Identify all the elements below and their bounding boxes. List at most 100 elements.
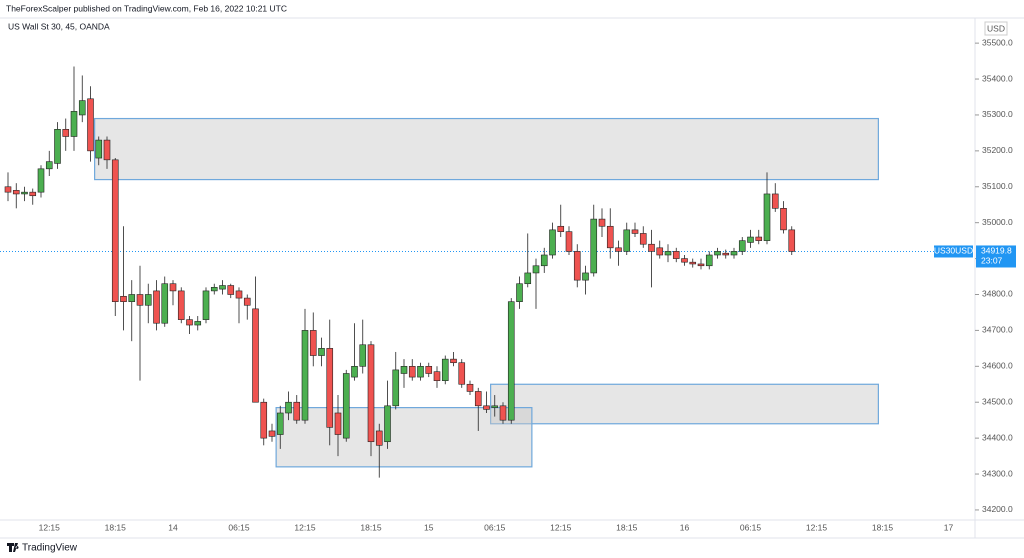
candle-body: [392, 369, 400, 407]
candle-body: [763, 193, 771, 241]
candle-body: [87, 98, 94, 152]
y-tick-label: 34800.0: [982, 289, 1013, 299]
candle-body: [210, 287, 218, 292]
candle-body: [260, 401, 268, 439]
candle-body: [705, 254, 713, 267]
candle-body: [95, 139, 103, 159]
candle-body: [276, 412, 284, 435]
countdown-label: 23:07: [981, 256, 1003, 266]
candle-body: [474, 391, 482, 407]
candle-body: [12, 190, 20, 195]
candle-body: [623, 229, 631, 252]
candle-body: [697, 263, 705, 267]
x-tick-label: 18:15: [360, 522, 382, 532]
candle-body: [111, 159, 119, 302]
candle-body: [252, 308, 259, 403]
x-tick-label: 06:15: [228, 522, 250, 532]
candle-body: [334, 412, 342, 435]
candle-body: [433, 371, 441, 381]
y-tick-label: 35000.0: [982, 217, 1013, 227]
y-tick-label: 35200.0: [982, 145, 1013, 155]
chart-title: US Wall St 30, 45, OANDA: [8, 21, 110, 31]
y-tick-label: 34700.0: [982, 325, 1013, 335]
candle-body: [301, 330, 309, 421]
candle-body: [540, 254, 548, 267]
x-tick-label: 17: [944, 522, 954, 532]
candle-body: [648, 243, 655, 252]
y-tick-label: 34500.0: [982, 396, 1013, 406]
candle-body: [375, 430, 383, 446]
candle-body: [714, 251, 721, 256]
symbol-label-box: [934, 245, 973, 258]
candle-body: [342, 373, 350, 439]
y-tick-label: 35100.0: [982, 181, 1013, 191]
candle-body: [54, 129, 61, 164]
candle-body: [656, 247, 664, 256]
candle-body: [161, 283, 169, 324]
x-tick-label: 12:15: [39, 522, 61, 532]
y-tick-label: 34300.0: [982, 468, 1013, 478]
candle-body: [45, 161, 53, 170]
candle-body: [417, 366, 424, 378]
candle-body: [400, 366, 408, 374]
candle-body: [615, 247, 622, 252]
candle-body: [639, 233, 647, 245]
y-tick-label: 35500.0: [982, 37, 1013, 47]
currency: USD: [987, 23, 1005, 33]
candle-body: [582, 272, 589, 281]
candle-body: [466, 383, 474, 392]
x-tick-label: 12:15: [550, 522, 572, 532]
last-price-box: [976, 245, 1016, 268]
zone: [490, 383, 879, 425]
candle-body: [425, 366, 433, 374]
x-tick-label: 15: [424, 522, 434, 532]
candle-body: [219, 285, 226, 290]
candle-body: [367, 344, 375, 443]
candle-body: [309, 330, 317, 356]
candle-body: [153, 290, 160, 324]
candle-body: [186, 319, 193, 326]
x-tick-label: 06:15: [740, 522, 762, 532]
candle-body: [103, 139, 111, 161]
candle-body: [631, 229, 639, 234]
y-tick-label: 34600.0: [982, 361, 1013, 371]
x-tick-label: 18:15: [872, 522, 894, 532]
candle-body: [408, 366, 416, 378]
y-tick-label: 34400.0: [982, 432, 1013, 442]
candle-body: [384, 405, 391, 443]
x-tick-label: 16: [680, 522, 690, 532]
footer-logo: TradingView: [22, 543, 78, 554]
candle-body: [177, 290, 185, 320]
candle-body: [450, 358, 457, 364]
candle-body: [499, 405, 507, 421]
candle-body: [722, 252, 730, 256]
x-tick-label: 14: [168, 522, 178, 532]
candle-body: [169, 283, 177, 292]
last-price-label: 34919.8: [981, 246, 1012, 256]
candle-body: [483, 405, 490, 410]
candle-body: [780, 208, 787, 231]
zone: [94, 117, 879, 181]
y-tick-label: 35400.0: [982, 73, 1013, 83]
candle-body: [326, 348, 334, 428]
candle-body: [202, 290, 210, 320]
candle-body: [144, 294, 152, 306]
candle-body: [738, 240, 746, 252]
candle-body: [606, 225, 614, 249]
candle-body: [351, 366, 358, 378]
candle-body: [128, 294, 136, 302]
candle-body: [293, 401, 301, 421]
candle-body: [62, 129, 70, 137]
candle-body: [672, 251, 680, 259]
candle-body: [532, 265, 540, 274]
candle-body: [524, 272, 532, 285]
candle-body: [491, 405, 499, 408]
x-tick-label: 12:15: [294, 522, 316, 532]
logo-icon: [7, 543, 19, 552]
zone: [275, 407, 533, 468]
candle-body: [549, 229, 556, 256]
candle-body: [681, 258, 688, 263]
candle-body: [689, 261, 697, 265]
candle-body: [507, 301, 515, 421]
